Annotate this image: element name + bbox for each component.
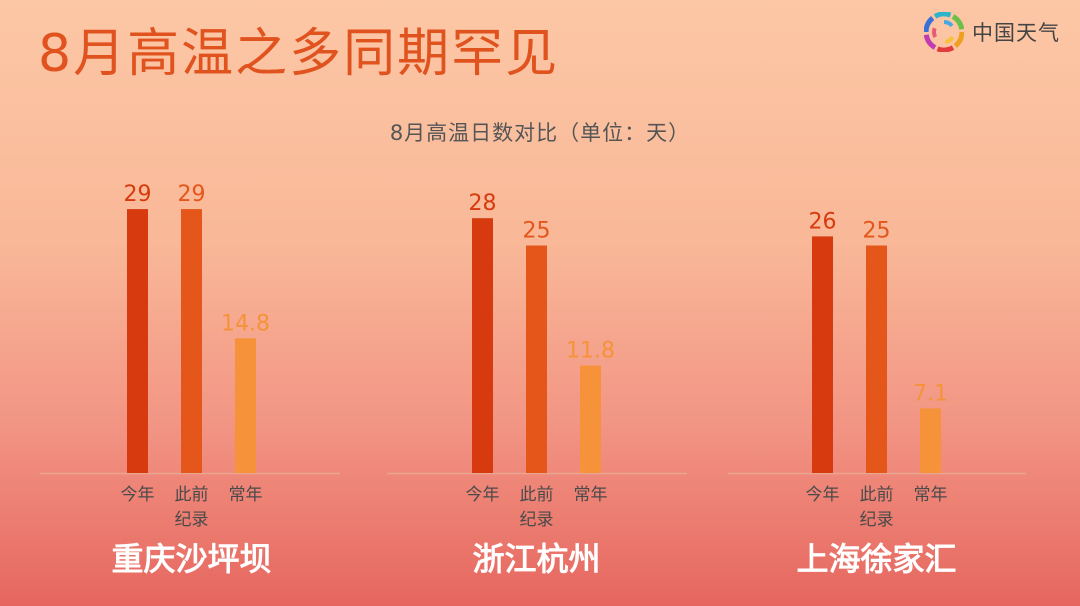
data-label: 14.8 [221,311,270,336]
tick-label: 常年 [914,485,948,505]
data-label: 29 [178,182,206,207]
bar [235,338,256,473]
bar [472,218,493,473]
pinwheel-logo-icon [924,12,964,52]
tick-label: 此前 [860,485,894,505]
tick-label: 今年 [466,485,500,505]
bar [920,408,941,473]
bar [580,365,601,473]
data-label: 11.8 [566,339,615,364]
bar [866,245,887,473]
tick-label: 纪录 [175,510,209,530]
group-label: 上海徐家汇 [796,540,956,578]
data-label: 29 [124,182,152,207]
tick-label: 此前 [520,485,554,505]
brand-logo: 中国天气 [924,12,1060,52]
bar [812,236,833,473]
group-label: 浙江杭州 [472,540,600,578]
data-label: 26 [809,209,837,234]
chart-subtitle: 8月高温日数对比（单位：天） [389,121,691,145]
tick-label: 今年 [121,485,155,505]
bar [181,209,202,473]
tick-label: 常年 [574,485,608,505]
data-label: 7.1 [913,381,948,406]
data-label: 28 [469,191,497,216]
data-label: 25 [523,219,551,244]
brand-logo-text: 中国天气 [972,21,1060,45]
tick-label: 此前 [175,485,209,505]
group-label: 重庆沙坪坝 [111,540,271,578]
bar [526,245,547,473]
tick-label: 纪录 [860,510,894,530]
tick-label: 常年 [229,485,263,505]
page-title: 8月高温之多同期罕见 [38,24,560,84]
bar [127,209,148,473]
tick-label: 今年 [806,485,840,505]
data-label: 25 [863,219,891,244]
tick-label: 纪录 [520,510,554,530]
